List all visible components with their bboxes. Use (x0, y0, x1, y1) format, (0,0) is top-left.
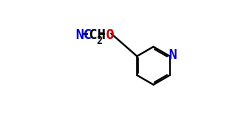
Text: O: O (105, 27, 113, 41)
Text: 2: 2 (97, 36, 103, 45)
Text: N: N (168, 48, 177, 62)
Text: NC: NC (75, 27, 92, 41)
Text: CH: CH (89, 27, 106, 41)
